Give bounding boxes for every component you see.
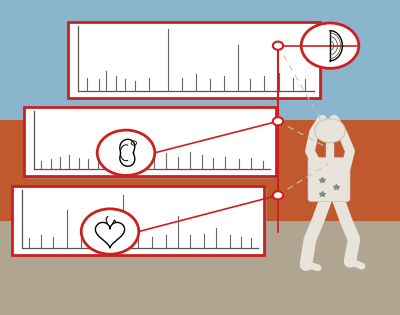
Bar: [15, 188, 267, 258]
Bar: [24, 107, 276, 176]
Bar: [68, 22, 320, 98]
Circle shape: [301, 23, 359, 68]
Bar: [71, 25, 323, 100]
Circle shape: [97, 130, 155, 175]
Bar: [0, 220, 400, 315]
Circle shape: [81, 209, 139, 254]
Bar: [27, 110, 279, 179]
Circle shape: [273, 191, 283, 199]
Bar: [0, 0, 400, 120]
Bar: [12, 186, 264, 255]
FancyBboxPatch shape: [308, 158, 350, 202]
Circle shape: [315, 119, 345, 143]
Circle shape: [273, 117, 283, 125]
Bar: [0, 120, 400, 220]
Circle shape: [273, 42, 283, 50]
